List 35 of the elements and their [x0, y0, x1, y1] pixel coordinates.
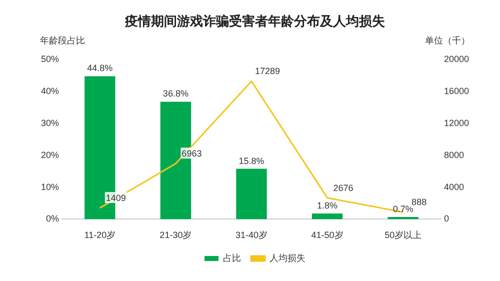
data-label: 2676 [333, 182, 354, 193]
y-tick-label: 40% [41, 86, 60, 96]
y-axis-title: 年龄段占比 [40, 36, 85, 46]
y2-tick-label: 20000 [444, 54, 470, 64]
bar [236, 168, 267, 220]
x-tick-label: 31-40岁 [235, 230, 268, 240]
bar [388, 216, 418, 220]
y2-tick-label: 16000 [444, 86, 470, 96]
legend-label: 人均损失 [270, 252, 306, 263]
y2-tick-label: 12000 [444, 118, 470, 128]
x-tick-label: 50岁以上 [384, 230, 422, 240]
y2-axis-title: 单位（千） [425, 36, 470, 46]
y-tick-label: 30% [41, 118, 60, 128]
bar [312, 213, 343, 220]
y-tick-label: 0% [46, 214, 60, 224]
data-label: 44.8% [87, 63, 113, 74]
chart-title: 疫情期间游戏诈骗受害者年龄分布及人均损失 [124, 13, 386, 28]
y2-tick-label: 0 [444, 214, 449, 224]
data-label: 888 [412, 197, 427, 208]
y2-tick-label: 4000 [444, 182, 464, 192]
x-tick-label: 11-20岁 [84, 230, 116, 240]
y-tick-label: 20% [41, 150, 60, 160]
data-label: 6963 [182, 148, 202, 159]
y-tick-label: 10% [41, 182, 60, 192]
data-label: 36.8% [162, 88, 188, 99]
x-tick-label: 21-30岁 [160, 230, 192, 240]
data-label: 17289 [254, 66, 280, 76]
data-label: 1409 [106, 192, 126, 203]
data-label: 15.8% [238, 156, 264, 166]
y2-tick-label: 8000 [444, 150, 464, 160]
data-label: 0.7% [392, 204, 414, 214]
y-tick-label: 50% [41, 54, 60, 64]
x-tick-label: 41-50岁 [311, 230, 344, 240]
legend-label: 占比 [223, 252, 241, 263]
data-label: 1.8% [317, 200, 338, 210]
